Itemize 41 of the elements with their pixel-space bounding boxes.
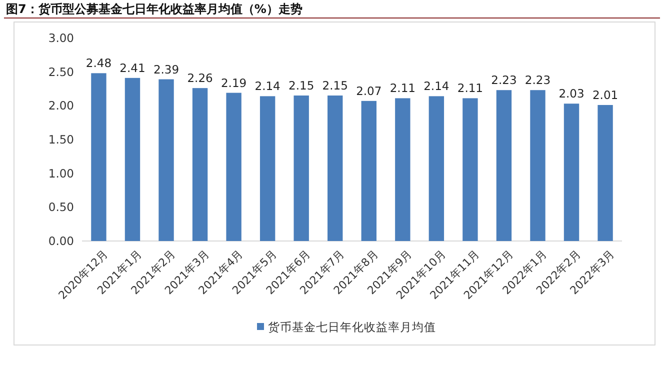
y-tick-label: 0.50 [48,200,74,214]
data-label: 2.14 [424,79,450,94]
data-label: 2.01 [592,88,618,102]
data-label: 2.26 [187,71,213,86]
y-tick-label: 1.50 [48,132,74,146]
y-tick-label: 2.00 [48,98,74,113]
data-label: 2.11 [457,81,484,96]
y-tick-label: 3.00 [48,31,74,45]
bar [294,96,309,241]
data-label: 2.23 [491,73,517,88]
bar [158,79,174,241]
data-label: 2.15 [288,78,314,93]
y-tick-label: 0.00 [48,234,74,248]
bar [328,96,343,241]
data-label: 2.14 [254,79,280,94]
bar [192,88,208,241]
bar [428,96,444,241]
y-tick-label: 2.50 [48,64,74,79]
bar [395,98,410,241]
data-label: 2.23 [524,73,551,88]
bar [91,73,106,241]
data-label: 2.41 [120,60,146,75]
bar [530,90,546,241]
bar [598,104,613,241]
bar [361,100,376,241]
data-label: 2.19 [220,76,247,90]
bar [564,104,580,241]
bar [226,92,242,241]
bar [462,98,478,241]
data-label: 2.11 [390,81,416,96]
data-label: 2.15 [322,78,348,93]
bar [124,78,140,241]
data-label: 2.39 [153,62,180,76]
bar [260,96,276,241]
data-label: 2.03 [558,86,584,101]
legend-label: 货币基金七日年化收益率月均值 [268,320,436,334]
data-label: 2.48 [86,56,112,70]
y-tick-label: 1.00 [48,166,74,180]
bar [496,90,512,241]
data-label: 2.07 [356,84,382,98]
chart-title: 图7：货币型公募基金七日年化收益率月均值（%）走势 [6,2,302,16]
